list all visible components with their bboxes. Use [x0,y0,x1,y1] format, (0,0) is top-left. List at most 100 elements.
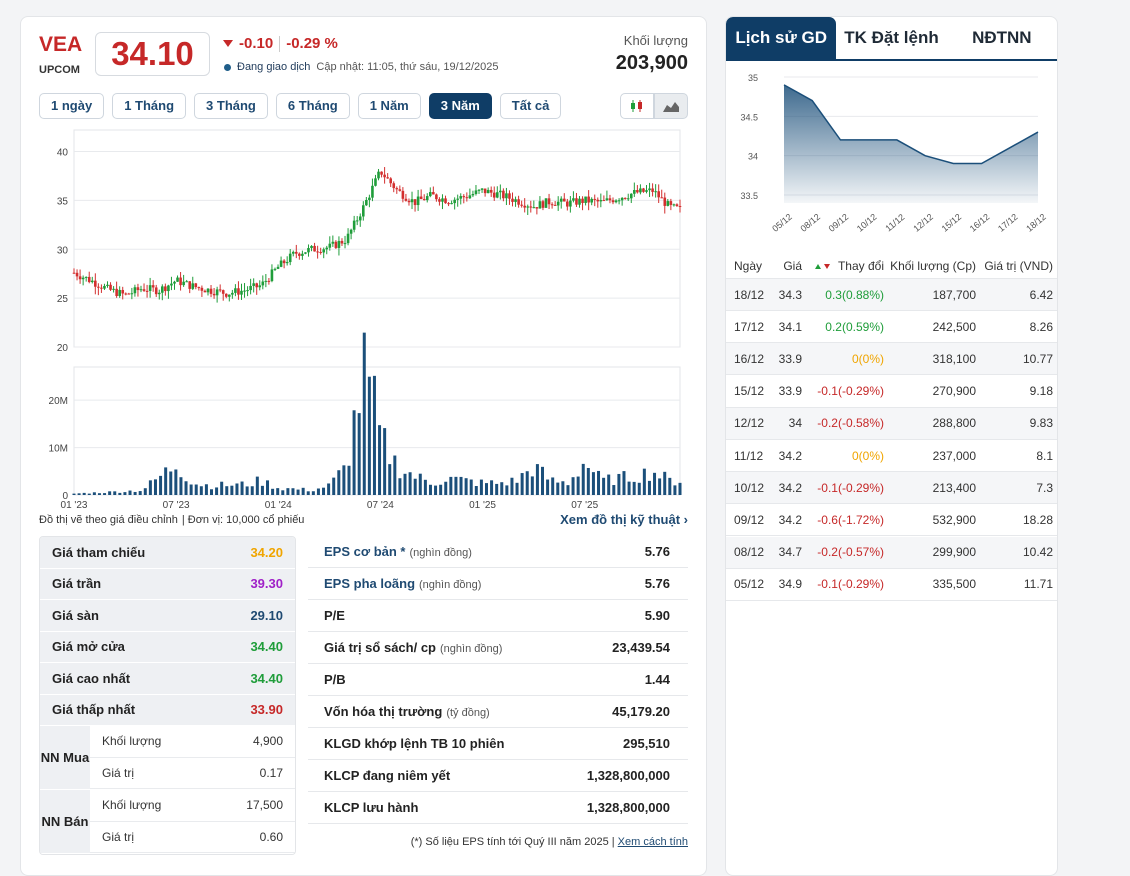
candle-body [492,192,496,198]
volume-bar [260,485,264,495]
technical-chart-link[interactable]: Xem đồ thị kỹ thuật › [560,512,688,527]
candle-body [663,197,667,206]
mini-date-label: 11/12 [883,212,906,234]
candle-body [361,205,365,217]
candle-body [340,240,344,244]
down-arrow-icon [223,40,233,47]
candle-body [322,249,326,253]
candle-body [584,196,587,203]
row-date: 15/12 [734,384,765,399]
price-tick-label: 30 [57,245,69,256]
candle-body [151,285,155,288]
candle-body [301,253,304,256]
history-row[interactable]: 16/12 33.9 0(0%) 318,100 10.77 [726,343,1057,376]
status-dot-icon [224,63,231,71]
candle-body [489,189,493,193]
candle-body [346,233,350,244]
price-volume-chart[interactable]: 40 35 30 25 20 20M 10M 001 '23 07 '23 01 '24 07 '2… [21,17,708,517]
price-label: Giá sàn [52,607,99,623]
fundamental-row: KLCP lưu hành 1,328,800,000 [308,792,688,824]
volume-bar [490,480,494,495]
volume-bar [535,464,539,495]
candle-body [243,290,246,292]
candle-body [310,245,313,249]
row-date: 10/12 [734,480,765,495]
fundamental-label: KLCP đang niêm yết [324,768,450,783]
technical-chart-link-label: Xem đồ thị kỹ thuật [560,512,681,527]
candle-body [438,199,441,202]
range-button[interactable]: Tất cả [499,93,562,119]
price-tick-label: 20 [57,343,69,354]
tab-1[interactable]: TK Đặt lệnh [844,28,939,47]
history-row[interactable]: 12/12 34 -0.2(-0.58%) 288,800 9.83 [726,407,1057,440]
calculation-link[interactable]: Xem cách tính [617,836,688,848]
candle-body [590,198,593,203]
candle-body [176,277,179,282]
range-button[interactable]: 6 Tháng [275,93,350,119]
candle-body [157,292,161,295]
candlestick-chart-button[interactable] [620,93,654,119]
row-value: 11.71 [1023,577,1053,592]
candle-body [374,178,377,186]
history-row[interactable]: 09/12 34.2 -0.6(-1.72%) 532,900 18.28 [726,504,1057,537]
candle-body [200,287,204,291]
row-change: -0.2(-0.58%) [817,416,884,431]
candle-body [279,260,283,267]
row-date: 18/12 [734,287,765,302]
row-price: 34.7 [778,545,802,560]
candle-body [444,198,447,204]
history-row[interactable]: 18/12 34.3 0.3(0.88%) 187,700 6.42 [726,279,1057,311]
volume-bar [495,483,499,495]
range-button[interactable]: 3 Năm [428,93,492,119]
tab-2[interactable]: NĐTNN [972,28,1032,47]
down-arrow-icon [823,263,830,269]
header-price: Giá [783,258,802,273]
volume-bar [556,482,560,495]
volume-bar [668,477,672,495]
volume-bar [576,476,580,495]
range-button[interactable]: 1 ngày [39,93,105,119]
candle-body [334,241,338,248]
tab-0[interactable]: Lịch sử GD [726,17,837,59]
history-row[interactable]: 15/12 33.9 -0.1(-0.29%) 270,900 9.18 [726,376,1057,408]
row-date: 12/12 [734,416,765,431]
history-row[interactable]: 10/12 34.2 -0.1(-0.29%) 213,400 7.3 [726,472,1057,505]
range-button[interactable]: 3 Tháng [194,93,268,119]
volume-bar [632,481,636,495]
history-row[interactable]: 17/12 34.1 0.2(0.59%) 242,500 8.26 [726,311,1057,344]
volume-bar [143,488,147,495]
row-price: 34.2 [778,448,802,463]
candle-body [450,203,453,205]
candle-body [185,281,188,283]
history-row[interactable]: 11/12 34.2 0(0%) 237,000 8.1 [726,440,1057,472]
candlestick-icon [631,100,642,112]
price-row: Giá tham chiếu 34.20 [40,537,295,569]
price-tick-label: 25 [57,294,69,305]
history-row[interactable]: 05/12 34.9 -0.1(-0.29%) 335,500 11.71 [726,569,1057,601]
volume-bar [332,477,336,495]
fundamental-value: 1,328,800,000 [586,800,670,815]
history-row[interactable]: 08/12 34.7 -0.2(-0.57%) 299,900 10.42 [726,536,1057,569]
fundamental-name: KLCP lưu hành [324,800,419,815]
candle-body [562,198,566,202]
area-chart-button[interactable] [654,93,688,119]
candle-body [432,192,435,195]
volume-bar [602,477,606,495]
volume-bar [658,478,662,495]
candle-body [419,196,423,200]
row-volume: 270,900 [932,384,976,399]
candle-body [410,199,414,203]
stock-panel: VEA UPCOM 34.10 -0.10 -0.29 % Đang giao … [20,16,707,876]
volume-tick-label: 0 [62,491,68,502]
foreign-cell-value: 4,900 [252,734,283,749]
candle-body [133,287,137,294]
range-button[interactable]: 1 Năm [357,93,421,119]
candle-body [666,201,670,206]
volume-bar [398,478,402,495]
fundamental-value: 295,510 [623,736,670,751]
volume-bar [220,481,224,495]
range-button[interactable]: 1 Tháng [112,93,187,119]
candle-body [550,204,554,206]
area-chart-icon [663,102,679,112]
volume-bar [357,413,361,495]
